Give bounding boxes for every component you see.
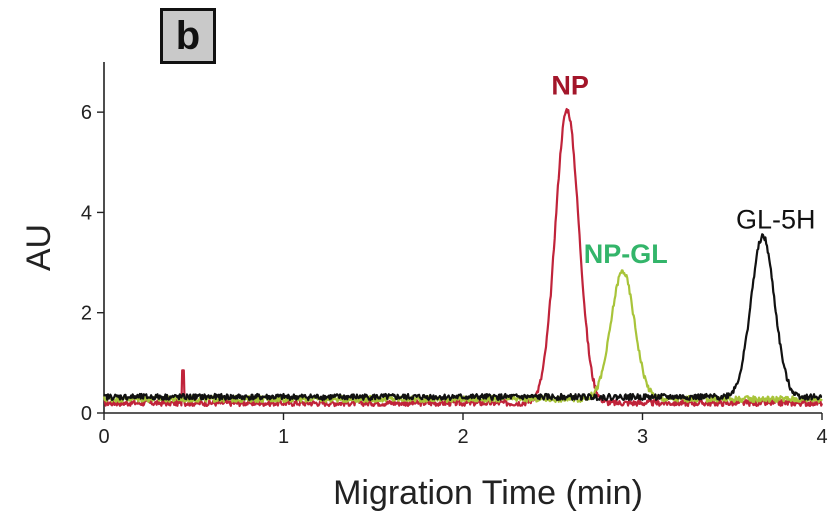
peak-label-np: NP — [551, 71, 589, 101]
x-tick-label: 3 — [637, 426, 648, 448]
panel-label-badge: b — [160, 8, 216, 64]
y-tick-label: 6 — [81, 102, 92, 124]
series-line-np-gl — [102, 269, 823, 403]
x-tick-label: 1 — [278, 426, 289, 448]
y-tick-label: 4 — [81, 202, 92, 224]
y-axis-title: AU — [20, 224, 58, 271]
x-tick-label: 2 — [457, 426, 468, 448]
peak-label-gl-5h: GL-5H — [736, 205, 816, 235]
panel-label: b — [175, 14, 201, 58]
x-tick-label: 4 — [816, 426, 827, 448]
y-tick-label: 0 — [81, 403, 92, 425]
x-tick-label: 0 — [98, 426, 109, 448]
peak-label-np-gl: NP-GL — [584, 239, 668, 269]
y-tick-label: 2 — [81, 303, 92, 325]
series-line-np — [103, 107, 824, 408]
x-axis-title: Migration Time (min) — [333, 474, 643, 512]
series-line-gl-5h — [103, 233, 823, 402]
